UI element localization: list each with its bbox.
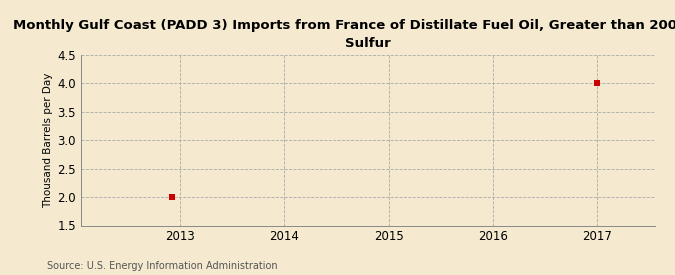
Title: Monthly Gulf Coast (PADD 3) Imports from France of Distillate Fuel Oil, Greater : Monthly Gulf Coast (PADD 3) Imports from…	[13, 19, 675, 50]
Y-axis label: Thousand Barrels per Day: Thousand Barrels per Day	[43, 73, 53, 208]
Text: Source: U.S. Energy Information Administration: Source: U.S. Energy Information Administ…	[47, 261, 278, 271]
Point	[166, 195, 177, 199]
Point	[592, 81, 603, 86]
